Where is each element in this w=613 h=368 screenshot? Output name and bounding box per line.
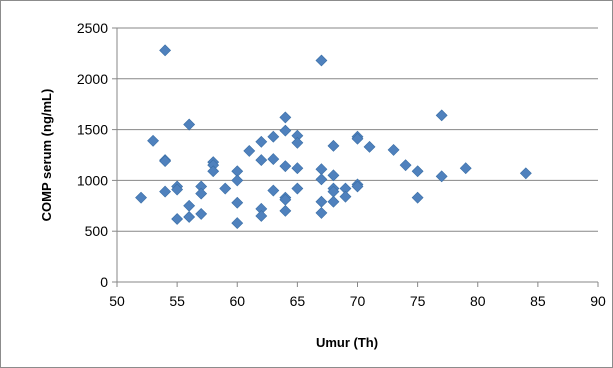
data-point xyxy=(183,118,196,131)
data-point xyxy=(315,54,328,67)
x-tick-label: 85 xyxy=(530,293,546,309)
data-point xyxy=(291,162,304,175)
data-points xyxy=(135,44,532,229)
data-point xyxy=(183,199,196,212)
y-tick-label: 500 xyxy=(85,223,109,239)
data-point xyxy=(207,165,220,178)
y-tick-label: 2000 xyxy=(77,71,108,87)
data-point xyxy=(315,163,328,176)
axes xyxy=(112,27,599,287)
data-point xyxy=(195,187,208,200)
y-tick-label: 1500 xyxy=(77,122,108,138)
data-point xyxy=(159,44,172,57)
data-point xyxy=(291,182,304,195)
data-point xyxy=(279,160,292,173)
data-point xyxy=(315,173,328,186)
data-point xyxy=(315,206,328,219)
x-tick-label: 55 xyxy=(169,293,185,309)
x-tick-label: 80 xyxy=(470,293,486,309)
data-point xyxy=(435,109,448,122)
data-point xyxy=(315,195,328,208)
data-point xyxy=(147,134,159,147)
y-axis-title: COMP serum (ng/mL) xyxy=(39,89,54,222)
data-point xyxy=(255,135,268,148)
data-point xyxy=(255,210,268,222)
data-point xyxy=(279,204,292,217)
data-point xyxy=(159,155,172,168)
x-tick-labels: 50 55 60 65 70 75 80 85 90 xyxy=(109,293,606,309)
y-tick-label: 1000 xyxy=(77,172,108,188)
data-point xyxy=(267,184,280,197)
data-point xyxy=(135,191,147,204)
x-tick-label: 50 xyxy=(109,293,125,309)
x-tick-label: 60 xyxy=(229,293,245,309)
data-point xyxy=(279,124,292,137)
x-tick-label: 70 xyxy=(350,293,366,309)
x-axis-title: Umur (Th) xyxy=(316,335,378,350)
data-point xyxy=(159,185,172,198)
data-point xyxy=(219,182,232,195)
data-point xyxy=(267,130,280,143)
data-point xyxy=(459,162,472,175)
data-point xyxy=(279,111,292,124)
x-tick-label: 90 xyxy=(590,293,606,309)
data-point xyxy=(411,165,424,178)
y-tick-label: 2500 xyxy=(77,20,108,36)
gridlines xyxy=(117,27,598,232)
data-point xyxy=(231,217,244,229)
data-point xyxy=(171,183,184,196)
data-point xyxy=(435,170,448,183)
data-point xyxy=(339,190,352,203)
data-point xyxy=(171,213,184,225)
y-tick-label: 0 xyxy=(100,274,108,290)
data-point xyxy=(411,191,424,204)
x-tick-label: 65 xyxy=(290,293,306,309)
data-point xyxy=(351,180,364,193)
data-point xyxy=(387,143,400,156)
data-point xyxy=(243,145,256,157)
data-point xyxy=(519,167,532,180)
data-point xyxy=(195,208,208,220)
data-point xyxy=(327,169,340,182)
data-point xyxy=(183,211,196,223)
data-point xyxy=(267,153,280,165)
data-point xyxy=(351,132,364,145)
data-point xyxy=(291,136,304,149)
data-point xyxy=(399,159,412,172)
data-point xyxy=(231,196,244,209)
data-point xyxy=(327,195,340,208)
data-point xyxy=(327,139,340,152)
data-point xyxy=(363,140,376,153)
x-tick-label: 75 xyxy=(410,293,426,309)
data-point xyxy=(255,154,268,167)
data-point xyxy=(231,174,244,187)
y-tick-labels: 0 500 1000 1500 2000 2500 xyxy=(77,20,108,290)
